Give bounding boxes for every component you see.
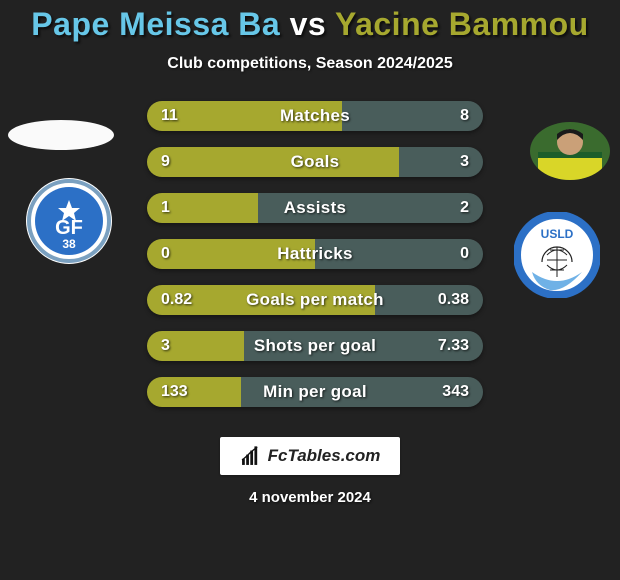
stat-label: Goals per match (246, 290, 384, 310)
stat-value-right: 2 (460, 199, 469, 217)
stat-row: 0.82 0.38 Goals per match (147, 285, 483, 315)
vs-text: vs (280, 6, 335, 42)
stat-value-right: 7.33 (438, 337, 469, 355)
stat-value-right: 343 (442, 383, 469, 401)
stat-value-left: 133 (161, 383, 188, 401)
club2-logo: USLD (514, 212, 600, 298)
club2-logo-svg: USLD (514, 212, 600, 298)
svg-text:38: 38 (62, 237, 76, 251)
footer-brand-text: FcTables.com (268, 446, 381, 466)
club1-logo-svg: GF 38 (26, 178, 112, 264)
stat-value-right: 3 (460, 153, 469, 171)
stat-bar-left (147, 147, 399, 177)
stat-value-left: 1 (161, 199, 170, 217)
stat-row: 9 3 Goals (147, 147, 483, 177)
stat-value-left: 9 (161, 153, 170, 171)
stat-bar-right (399, 147, 483, 177)
svg-text:USLD: USLD (541, 227, 574, 241)
comparison-card: Pape Meissa Ba vs Yacine Bammou Club com… (0, 0, 620, 580)
stat-row: 11 8 Matches (147, 101, 483, 131)
svg-text:GF: GF (55, 217, 83, 239)
footer-brand[interactable]: FcTables.com (220, 437, 400, 475)
stat-row: 3 7.33 Shots per goal (147, 331, 483, 361)
player2-photo-svg (530, 122, 610, 180)
player1-photo (8, 120, 114, 150)
player2-photo (530, 122, 610, 180)
chart-bars-icon (240, 445, 262, 467)
stat-label: Matches (280, 106, 350, 126)
stat-value-right: 0 (460, 245, 469, 263)
stat-value-left: 3 (161, 337, 170, 355)
stat-value-right: 0.38 (438, 291, 469, 309)
stat-value-left: 0.82 (161, 291, 192, 309)
stat-label: Assists (284, 198, 347, 218)
stat-label: Shots per goal (254, 336, 376, 356)
stat-value-right: 8 (460, 107, 469, 125)
stats-list: 11 8 Matches 9 3 Goals 1 2 Assists 0 0 Hattricks 0.8… (147, 101, 483, 407)
page-title: Pape Meissa Ba vs Yacine Bammou (0, 6, 620, 43)
subtitle: Club competitions, Season 2024/2025 (0, 55, 620, 73)
player1-name: Pape Meissa Ba (31, 6, 280, 42)
stat-row: 133 343 Min per goal (147, 377, 483, 407)
stat-label: Goals (291, 152, 340, 172)
stat-row: 1 2 Assists (147, 193, 483, 223)
stat-label: Hattricks (277, 244, 352, 264)
stat-value-left: 11 (161, 107, 178, 125)
player2-name: Yacine Bammou (335, 6, 589, 42)
club1-logo: GF 38 (26, 178, 112, 264)
stat-row: 0 0 Hattricks (147, 239, 483, 269)
footer-date: 4 november 2024 (0, 489, 620, 506)
stat-label: Min per goal (263, 382, 367, 402)
stat-value-left: 0 (161, 245, 170, 263)
